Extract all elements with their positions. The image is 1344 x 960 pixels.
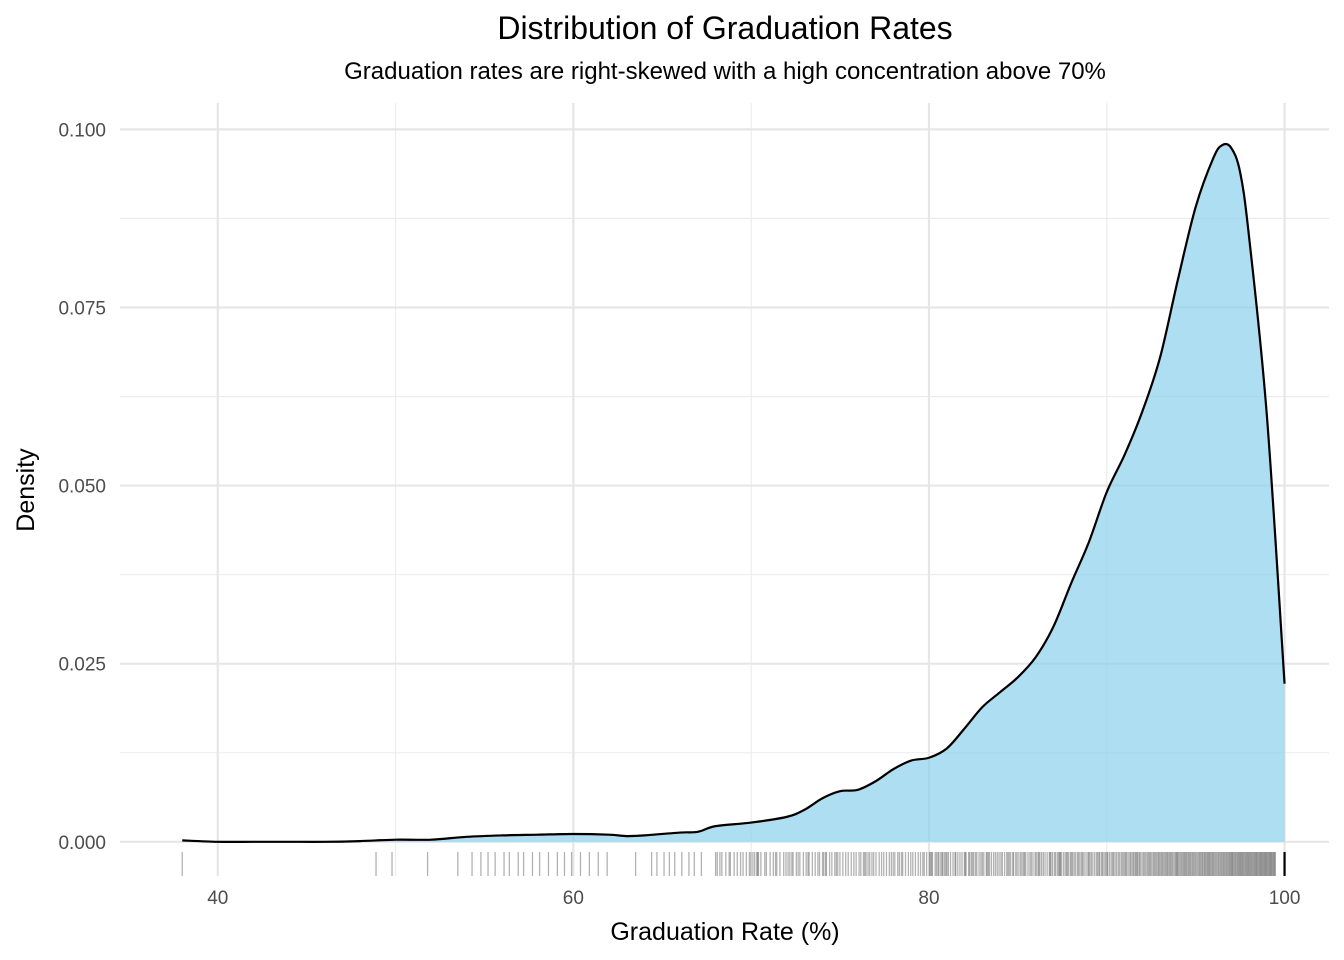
rug-marks: [181, 852, 1286, 876]
x-axis-ticks: 40 60 80 100: [207, 888, 1300, 909]
x-axis-title: Graduation Rate (%): [610, 918, 839, 946]
y-axis-ticks: 0.000 0.025 0.050 0.075 0.100: [58, 120, 106, 853]
y-tick-label: 0.000: [58, 833, 106, 854]
density-line: [182, 142, 1286, 844]
y-tick-label: 0.075: [58, 298, 106, 319]
chart-subtitle: Graduation rates are right-skewed with a…: [344, 58, 1106, 85]
chart-title: Distribution of Graduation Rates: [497, 10, 953, 46]
x-tick-label: 80: [918, 888, 939, 909]
density-area: [182, 144, 1285, 842]
y-axis-title: Density: [12, 448, 40, 532]
y-tick-label: 0.100: [58, 120, 106, 141]
y-tick-label: 0.050: [58, 477, 106, 498]
x-tick-label: 100: [1269, 888, 1301, 909]
y-tick-label: 0.025: [58, 655, 106, 676]
x-tick-label: 40: [207, 888, 228, 909]
x-tick-label: 60: [563, 888, 584, 909]
